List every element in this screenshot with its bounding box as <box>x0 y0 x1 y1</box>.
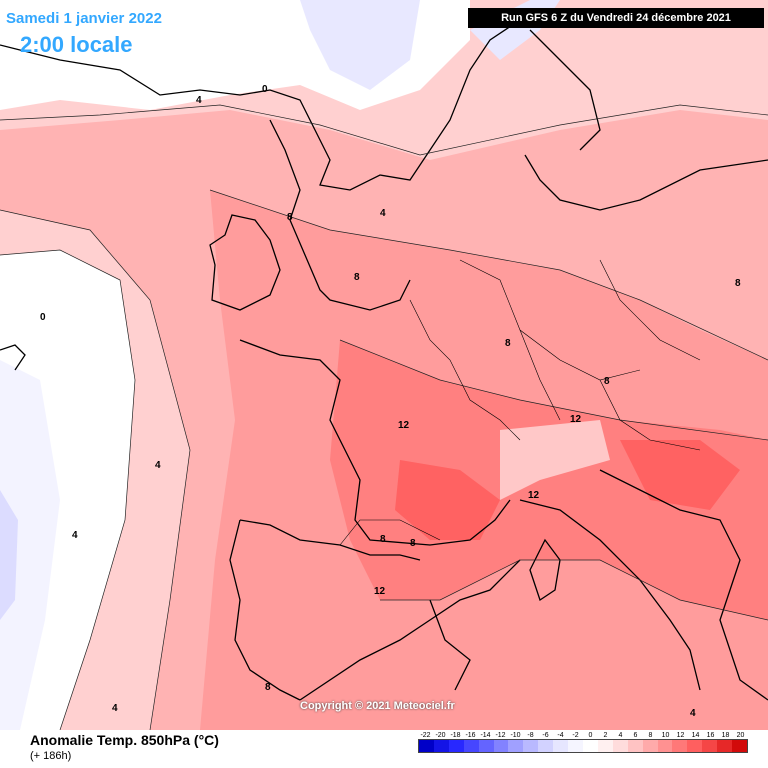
cold-zone-north <box>300 0 420 90</box>
contour-label: 4 <box>690 708 696 719</box>
scale-swatch <box>568 740 583 752</box>
contour-label: 8 <box>287 212 293 223</box>
cold-core-atlantic <box>0 490 18 620</box>
contour-label: 12 <box>398 420 410 431</box>
scale-tick-label: 18 <box>721 732 730 739</box>
scale-tick-label: -22 <box>420 732 431 739</box>
scale-tick-label: 8 <box>648 732 653 739</box>
variable-title: Anomalie Temp. 850hPa (°C) <box>30 732 219 748</box>
anomaly-core-france <box>395 460 500 540</box>
alps-highlight <box>500 420 610 500</box>
contour-label: 0 <box>262 84 268 95</box>
contour-label: 12 <box>374 586 386 597</box>
scale-tick-label: -14 <box>480 732 491 739</box>
footer: Anomalie Temp. 850hPa (°C) (+ 186h) -22-… <box>0 730 768 768</box>
scale-tick-label: -18 <box>450 732 461 739</box>
scale-tick-label: -20 <box>435 732 446 739</box>
forecast-date: Samedi 1 janvier 2022 <box>6 10 162 27</box>
scale-swatch <box>717 740 733 752</box>
contour-label: 12 <box>528 490 540 501</box>
anomaly-core-balkans <box>620 440 740 510</box>
contour-label: 12 <box>570 414 582 425</box>
scale-swatch <box>523 740 539 752</box>
scale-tick-label: 10 <box>661 732 670 739</box>
scale-tick-label: -6 <box>542 732 549 739</box>
scale-ticks: -22 -20 -18 -16 -14 -12 -10 -8 -6 -4 -2 0 2 4 6 8 10 12 14… <box>418 732 748 739</box>
scale-tick-label: 16 <box>706 732 715 739</box>
scale-swatch <box>627 740 643 752</box>
scale-swatch <box>612 740 628 752</box>
color-scale-legend: -22 -20 -18 -16 -14 -12 -10 -8 -6 -4 -2 0 2 4 6 8 10 12 14… <box>418 732 748 766</box>
scale-swatch <box>702 740 718 752</box>
scale-tick-label: 2 <box>603 732 608 739</box>
scale-tick-label: 20 <box>736 732 745 739</box>
copyright-notice: Copyright © 2021 Meteociel.fr <box>300 700 455 712</box>
scale-swatch <box>672 740 688 752</box>
anomaly-map: Samedi 1 janvier 2022 2:00 locale Run GF… <box>0 0 768 730</box>
scale-swatch <box>419 740 434 752</box>
scale-swatch <box>687 740 703 752</box>
scale-tick-label: 14 <box>691 732 700 739</box>
scale-swatch <box>433 740 449 752</box>
contour-label: 4 <box>196 95 202 106</box>
scale-swatch <box>732 740 747 752</box>
contour-label: 8 <box>604 376 610 387</box>
scale-swatch <box>538 740 554 752</box>
forecast-time: 2:00 locale <box>20 32 133 57</box>
scale-swatch <box>508 740 524 752</box>
contour-label: 8 <box>505 338 511 349</box>
run-info-banner: Run GFS 6 Z du Vendredi 24 décembre 2021 <box>468 8 764 28</box>
contour-label: 8 <box>735 278 741 289</box>
scale-tick-label: 12 <box>676 732 685 739</box>
scale-swatch <box>657 740 673 752</box>
cold-zone-atlantic <box>0 360 60 730</box>
country-borders <box>339 259 701 546</box>
contour-label: 4 <box>72 530 78 541</box>
scale-tick-label: -12 <box>495 732 506 739</box>
lead-time: (+ 186h) <box>30 750 72 762</box>
contour-label: 8 <box>410 538 416 549</box>
scale-tick-label: -8 <box>527 732 534 739</box>
scale-swatch <box>582 740 598 752</box>
contour-lines <box>0 104 768 730</box>
scale-tick-label: -2 <box>572 732 579 739</box>
contour-label: 4 <box>155 460 161 471</box>
map-canvas <box>0 0 768 730</box>
contour-label: 4 <box>380 208 386 219</box>
contour-label: 8 <box>354 272 360 283</box>
scale-swatch <box>553 740 569 752</box>
scale-tick-label: -16 <box>465 732 476 739</box>
scale-tick-label: 4 <box>618 732 623 739</box>
scale-swatch <box>463 740 479 752</box>
anomaly-band-12 <box>330 340 768 620</box>
scale-swatch <box>478 740 494 752</box>
scale-tick-label: 0 <box>588 732 593 739</box>
contour-label: 8 <box>380 534 386 545</box>
scale-tick-label: 6 <box>633 732 638 739</box>
scale-tick-label: -10 <box>510 732 521 739</box>
scale-swatch <box>448 740 464 752</box>
scale-swatch <box>597 740 613 752</box>
contour-label: 8 <box>265 682 271 693</box>
contour-label: 4 <box>112 703 118 714</box>
contour-label: 0 <box>40 312 46 323</box>
scale-tick-label: -4 <box>557 732 564 739</box>
scale-bar <box>418 739 748 753</box>
scale-swatch <box>642 740 658 752</box>
coastlines <box>0 19 768 701</box>
scale-swatch <box>493 740 509 752</box>
